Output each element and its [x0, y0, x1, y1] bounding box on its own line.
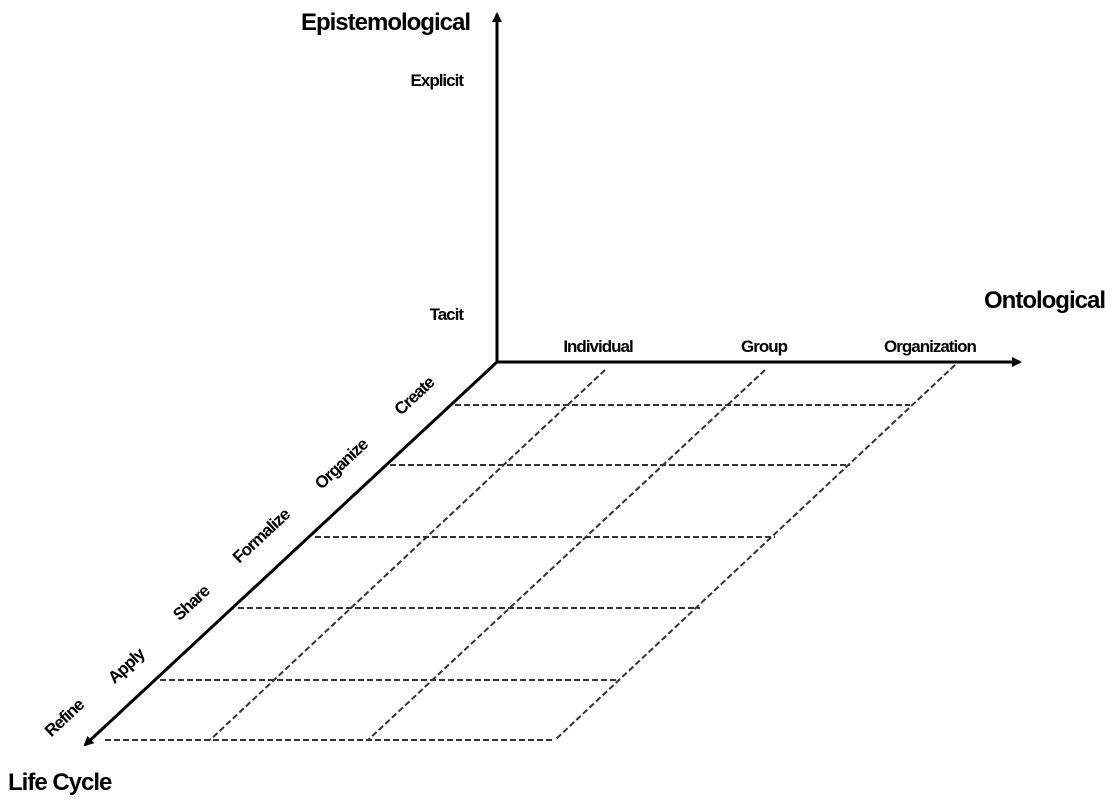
grid-line	[554, 364, 956, 741]
life-cycle-axis	[83, 360, 499, 747]
stage-label: Apply	[104, 644, 149, 688]
stage-label: Organize	[311, 435, 372, 493]
level-label: Group	[741, 337, 788, 356]
level-label: Organization	[884, 337, 977, 356]
axis-label: Ontological	[984, 287, 1105, 314]
stage-label: Share	[169, 581, 213, 624]
grid-line	[367, 369, 766, 741]
axis-label: Life Cycle	[8, 769, 112, 796]
stage-label: Refine	[41, 695, 88, 741]
axis-label: Epistemological	[301, 9, 470, 36]
stage-labels: Create Organize Formalize Share Apply Refine	[41, 373, 438, 741]
stage-label: Formalize	[229, 505, 294, 567]
grid	[105, 364, 956, 741]
level-label: Explicit	[411, 71, 465, 90]
stage-label: Create	[391, 373, 439, 419]
level-label: Tacit	[430, 305, 465, 324]
level-label: Individual	[563, 337, 633, 356]
grid-line	[209, 369, 606, 741]
